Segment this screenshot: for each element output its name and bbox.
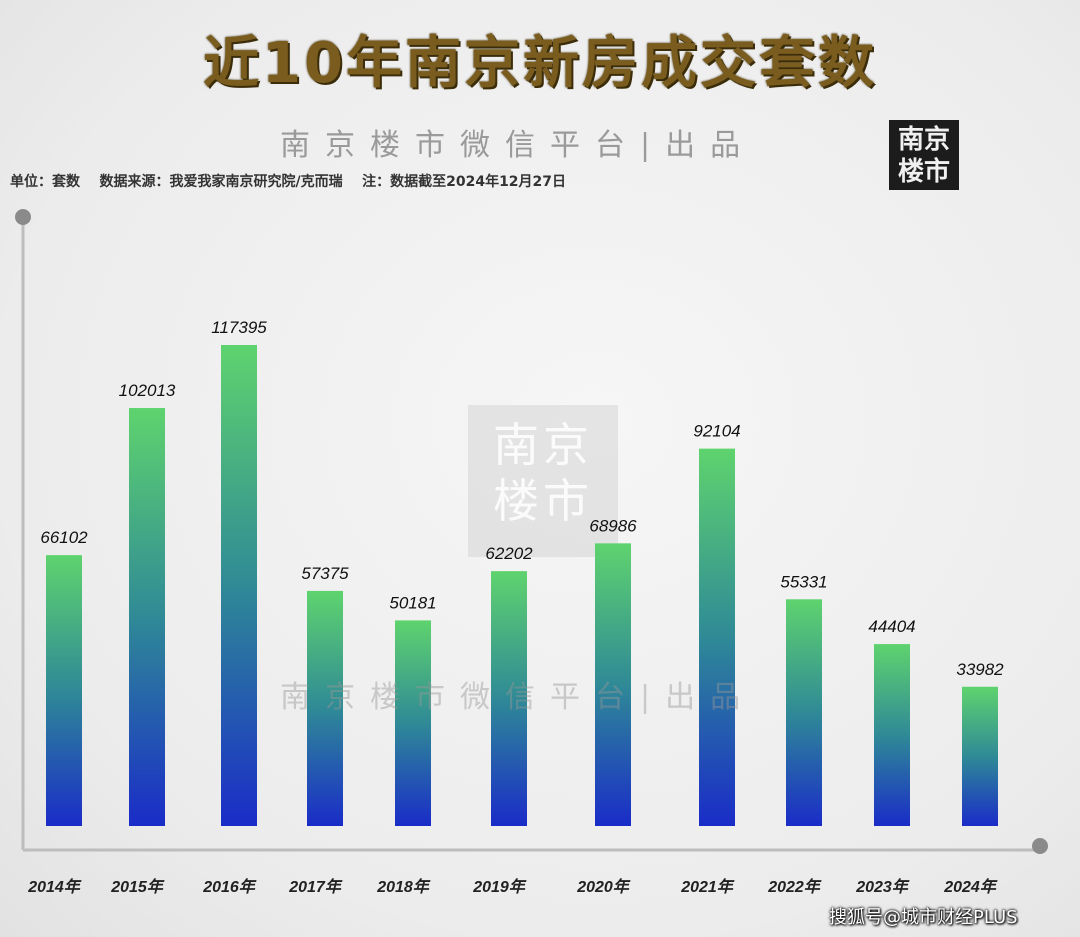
stamp-line2: 楼市 bbox=[493, 474, 593, 528]
data-label-1: 102013 bbox=[119, 381, 176, 400]
bar-10 bbox=[962, 686, 998, 826]
watermark-overlay: 南京楼市微信平台|出品 bbox=[280, 680, 756, 715]
x-tick-label-0: 2014年 bbox=[27, 878, 82, 896]
y-axis-end-dot bbox=[15, 209, 31, 225]
x-axis-end-dot bbox=[1032, 838, 1048, 854]
data-label-7: 92104 bbox=[693, 422, 740, 441]
x-tick-label-10: 2024年 bbox=[943, 878, 998, 896]
x-tick-label-5: 2019年 bbox=[472, 878, 527, 896]
x-tick-label-7: 2021年 bbox=[680, 878, 735, 896]
bar-3 bbox=[307, 590, 343, 826]
data-label-3: 57375 bbox=[301, 564, 349, 583]
x-tick-label-4: 2018年 bbox=[376, 878, 431, 896]
data-label-4: 50181 bbox=[389, 593, 436, 612]
bar-2 bbox=[221, 345, 257, 826]
bar-4 bbox=[395, 620, 431, 826]
x-tick-label-1: 2015年 bbox=[110, 878, 165, 896]
data-label-10: 33982 bbox=[956, 660, 1004, 679]
bar-9 bbox=[874, 644, 910, 826]
brand-logo: 南京 楼市 bbox=[889, 120, 959, 190]
logo-text-line1: 南京 bbox=[897, 125, 950, 155]
data-label-6: 68986 bbox=[589, 516, 637, 535]
source-credit: 搜狐号@城市财经PLUS bbox=[829, 907, 1018, 928]
x-tick-label-6: 2020年 bbox=[576, 878, 631, 896]
bar-0 bbox=[46, 555, 82, 826]
bar-7 bbox=[699, 448, 735, 826]
x-tick-label-9: 2023年 bbox=[855, 878, 910, 896]
watermark-top: 南京楼市微信平台|出品 bbox=[280, 128, 756, 163]
x-tick-label-8: 2022年 bbox=[767, 878, 822, 896]
x-tick-label-2: 2016年 bbox=[202, 878, 257, 896]
bar-1 bbox=[129, 408, 165, 826]
data-label-8: 55331 bbox=[780, 572, 827, 591]
bar-8 bbox=[786, 599, 822, 826]
x-tick-label-3: 2017年 bbox=[288, 878, 343, 896]
stamp-line1: 南京 bbox=[493, 418, 593, 472]
bar-6 bbox=[595, 543, 631, 826]
data-label-0: 66102 bbox=[40, 528, 88, 547]
bar-5 bbox=[491, 571, 527, 826]
data-label-2: 117395 bbox=[211, 318, 267, 337]
background-stamp: 南京 楼市 bbox=[468, 405, 618, 557]
chart-title: 近10年南京新房成交套数 bbox=[203, 31, 877, 96]
data-label-9: 44404 bbox=[868, 617, 915, 636]
logo-text-line2: 楼市 bbox=[897, 157, 950, 187]
data-label-5: 62202 bbox=[485, 544, 533, 563]
chart-meta-note: 单位：套数 数据来源：我爱我家南京研究院/克而瑞 注：数据截至2024年12月2… bbox=[10, 174, 567, 190]
